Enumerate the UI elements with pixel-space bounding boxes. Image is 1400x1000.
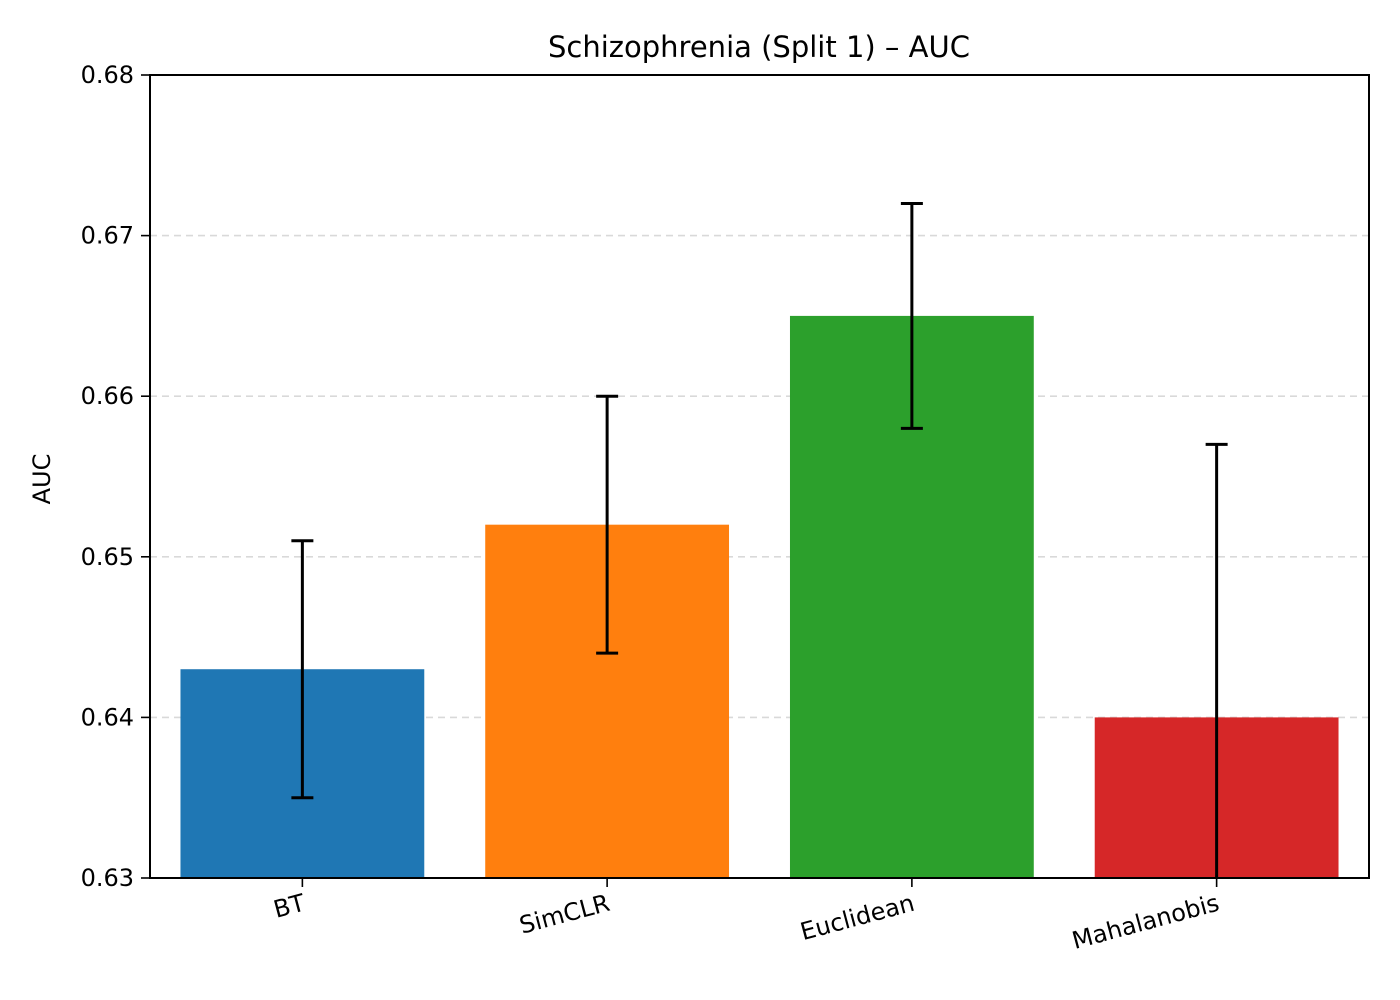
chart-title: Schizophrenia (Split 1) – AUC (548, 30, 970, 64)
x-tick-label: Mahalanobis (1069, 889, 1222, 955)
x-tick-label: SimCLR (516, 889, 612, 940)
plot-frame (149, 74, 1370, 879)
grid-lines (150, 234, 1369, 719)
y-tick-label: 0.68 (81, 61, 134, 89)
y-tick-label: 0.63 (81, 864, 134, 892)
y-tick-label: 0.67 (81, 222, 134, 250)
x-axis-ticks: BT SimCLR Euclidean Mahalanobis (271, 878, 1222, 955)
y-axis-label: AUC (28, 454, 56, 505)
x-tick-label: Euclidean (797, 889, 917, 946)
y-tick-label: 0.64 (81, 703, 134, 731)
y-axis-ticks: 0.63 0.64 0.65 0.66 0.67 0.68 (81, 61, 150, 892)
bars (180, 315, 1339, 878)
y-tick-label: 0.65 (81, 543, 134, 571)
error-bars (291, 201, 1228, 878)
x-tick-label: BT (271, 889, 309, 924)
y-tick-label: 0.66 (81, 382, 134, 410)
